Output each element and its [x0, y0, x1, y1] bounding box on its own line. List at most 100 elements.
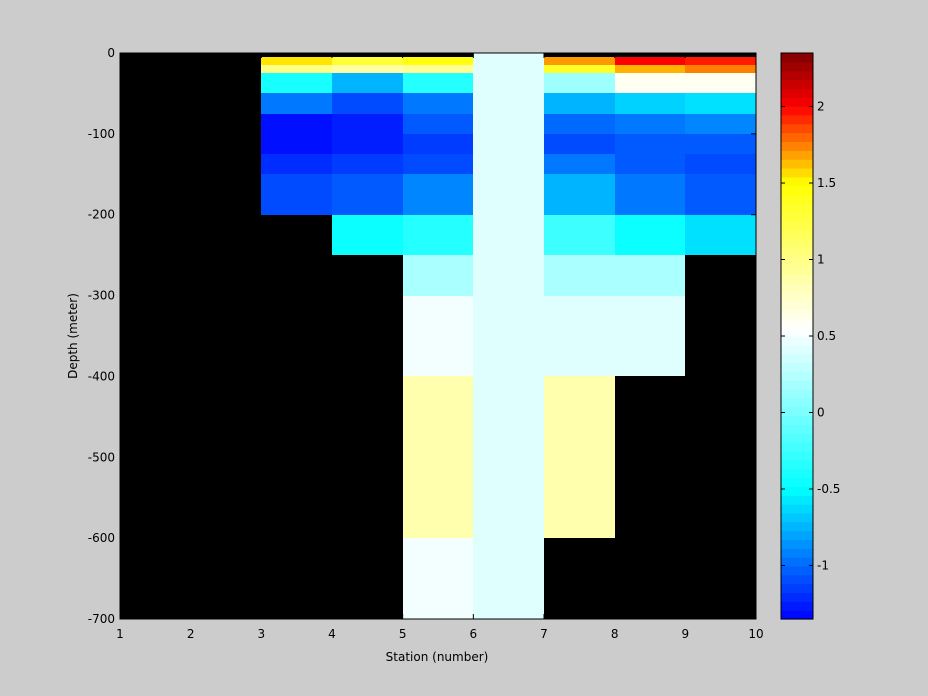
colorbar-band [781, 442, 813, 452]
heatmap-cell [615, 154, 685, 174]
heatmap-cell [544, 93, 615, 114]
heatmap-cell [261, 154, 332, 174]
heatmap-cell [544, 57, 615, 65]
colorbar-band [781, 88, 813, 98]
heatmap-cell [615, 65, 685, 73]
heatmap-cell [544, 154, 615, 174]
colorbar-band [781, 221, 813, 231]
heatmap-cell [403, 255, 473, 296]
heatmap-cell [544, 376, 615, 538]
heatmap-cell [403, 376, 473, 538]
x-tick-label: 2 [187, 627, 195, 641]
heatmap-cell [403, 215, 473, 255]
colorbar-band [781, 344, 813, 355]
colorbar-band [781, 106, 813, 116]
colorbar-band [781, 167, 813, 178]
heatmap-cell [544, 255, 615, 296]
colorbar-band [781, 247, 813, 257]
colorbar-band [781, 141, 813, 151]
x-tick-label: 4 [328, 627, 336, 641]
colorbar-band [781, 176, 813, 187]
colorbar-band [781, 212, 813, 222]
colorbar-band [781, 548, 813, 558]
heatmap-cell [615, 73, 685, 93]
colorbar-band [781, 583, 813, 594]
heatmap-cell [332, 114, 403, 154]
heatmap-cell [544, 215, 615, 255]
heatmap-cell [615, 93, 685, 114]
heatmap-cell [615, 296, 685, 376]
colorbar-band [781, 123, 813, 134]
heatmap-cell [544, 114, 615, 134]
heatmap-cell [615, 57, 685, 65]
colorbar-tick-label: 0.5 [817, 329, 836, 343]
heatmap-cell [544, 73, 615, 93]
y-tick-label: -300 [88, 289, 115, 303]
colorbar-tick-label: -0.5 [817, 482, 840, 496]
colorbar-band [781, 565, 813, 576]
colorbar-band [781, 203, 813, 213]
x-tick-label: 9 [682, 627, 690, 641]
colorbar-band [781, 415, 813, 426]
colorbar-band [781, 79, 813, 89]
plot-frame [119, 52, 757, 620]
y-axis-label: Depth (meter) [66, 293, 80, 379]
heatmap-cell [332, 154, 403, 174]
colorbar-band [781, 318, 813, 328]
colorbar-band [781, 282, 813, 293]
colorbar-band [781, 495, 813, 505]
colorbar-band [781, 459, 813, 470]
heatmap-cell [685, 65, 756, 73]
colorbar-band [781, 265, 813, 275]
heatmap-cell [544, 174, 615, 215]
colorbar-band [781, 291, 813, 302]
y-tick-label: 0 [107, 46, 115, 60]
heatmap-cell [615, 134, 685, 154]
heatmap-cell [685, 134, 756, 154]
y-tick-label: -500 [88, 450, 115, 464]
colorbar-tick-label: 1.5 [817, 176, 836, 190]
colorbar-band [781, 327, 813, 337]
colorbar-band [781, 97, 813, 107]
heatmap-cell [403, 154, 473, 174]
heatmap-cell [403, 73, 473, 93]
colorbar-band [781, 300, 813, 311]
colorbar-band [781, 194, 813, 204]
y-tick-label: -100 [88, 127, 115, 141]
heatmap-cell [261, 73, 332, 93]
colorbar-band [781, 610, 813, 620]
colorbar-band [781, 424, 813, 434]
colorbar-band [781, 486, 813, 496]
colorbar-band [781, 539, 813, 549]
colorbar-band [781, 256, 813, 266]
colorbar-band [781, 512, 813, 523]
x-tick-label: 1 [116, 627, 124, 641]
x-tick-label: 5 [399, 627, 407, 641]
colorbar-band [781, 574, 813, 585]
x-tick-label: 7 [540, 627, 548, 641]
heatmap-cell [685, 174, 756, 215]
x-axis: 1 2 3 4 5 6 7 8 9 10 [116, 53, 764, 641]
colorbar-band [781, 389, 813, 399]
heatmap-cell [685, 114, 756, 134]
colorbar-band [781, 380, 813, 390]
heatmap-cell [403, 538, 473, 619]
plot-area [119, 52, 757, 620]
colorbar-band [781, 114, 813, 125]
colorbar-band [781, 238, 813, 249]
heatmap-cell [685, 215, 756, 255]
colorbar-band [781, 353, 813, 364]
heatmap-cell [685, 93, 756, 114]
heatmap-cell [261, 114, 332, 154]
heatmap-cell [332, 57, 403, 65]
x-tick-label: 8 [611, 627, 619, 641]
heatmap-cell [261, 65, 332, 73]
y-axis: 0 -100 -200 -300 -400 -500 -600 -700 [88, 46, 756, 626]
heatmap-cell [403, 57, 473, 65]
heatmap-cell [332, 174, 403, 215]
colorbar-band [781, 601, 813, 611]
colorbar-band [781, 433, 813, 443]
heatmap-cell [403, 114, 473, 134]
x-tick-label: 6 [470, 627, 478, 641]
